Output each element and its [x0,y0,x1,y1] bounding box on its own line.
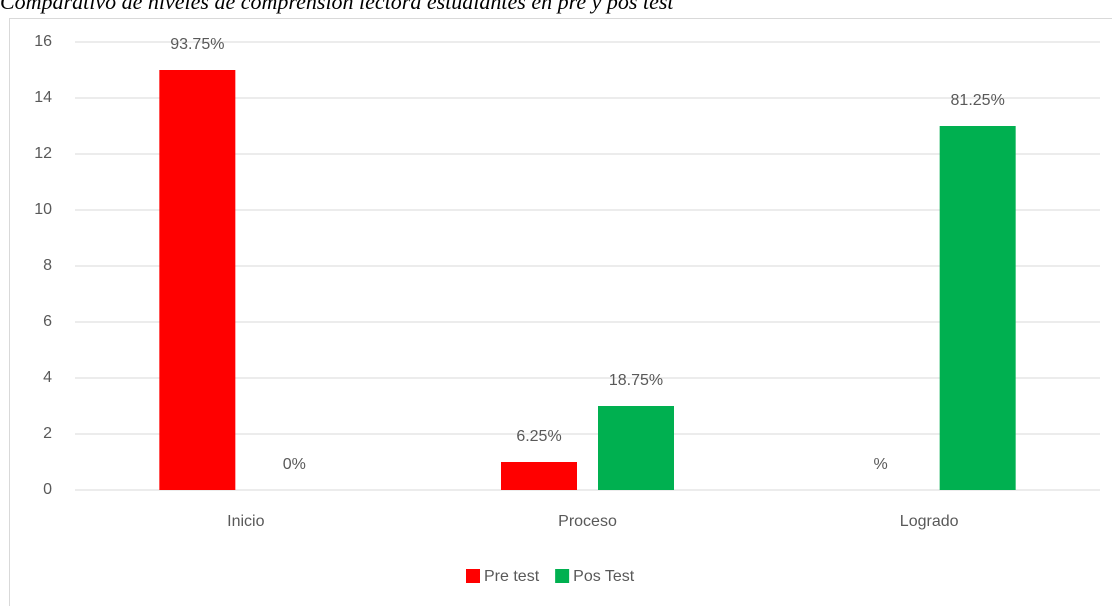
y-tick-label: 8 [43,257,52,274]
y-tick-label: 16 [34,33,52,50]
y-tick-label: 0 [43,481,52,498]
legend-label: Pos Test [573,568,635,585]
x-tick-label: Proceso [558,513,617,530]
data-label: % [874,456,888,473]
y-tick-label: 4 [43,369,52,386]
y-tick-label: 14 [34,89,52,106]
data-label: 93.75% [170,36,224,53]
legend-label: Pre test [484,568,540,585]
bar [501,462,577,490]
x-tick-label: Logrado [900,513,959,530]
chart-title: Comparativo de niveles de comprensión le… [0,0,674,14]
bar [939,126,1016,490]
data-label: 18.75% [609,372,663,389]
legend-swatch [466,569,480,583]
y-tick-label: 10 [34,201,52,218]
bar [159,70,236,490]
x-tick-label: Inicio [227,513,264,530]
y-tick-label: 6 [43,313,52,330]
bar [598,406,674,490]
data-label: 81.25% [951,92,1005,109]
y-tick-label: 12 [34,145,52,162]
data-label: 6.25% [516,428,561,445]
data-label: 0% [283,456,306,473]
legend-swatch [555,569,570,583]
y-tick-label: 2 [43,425,52,442]
